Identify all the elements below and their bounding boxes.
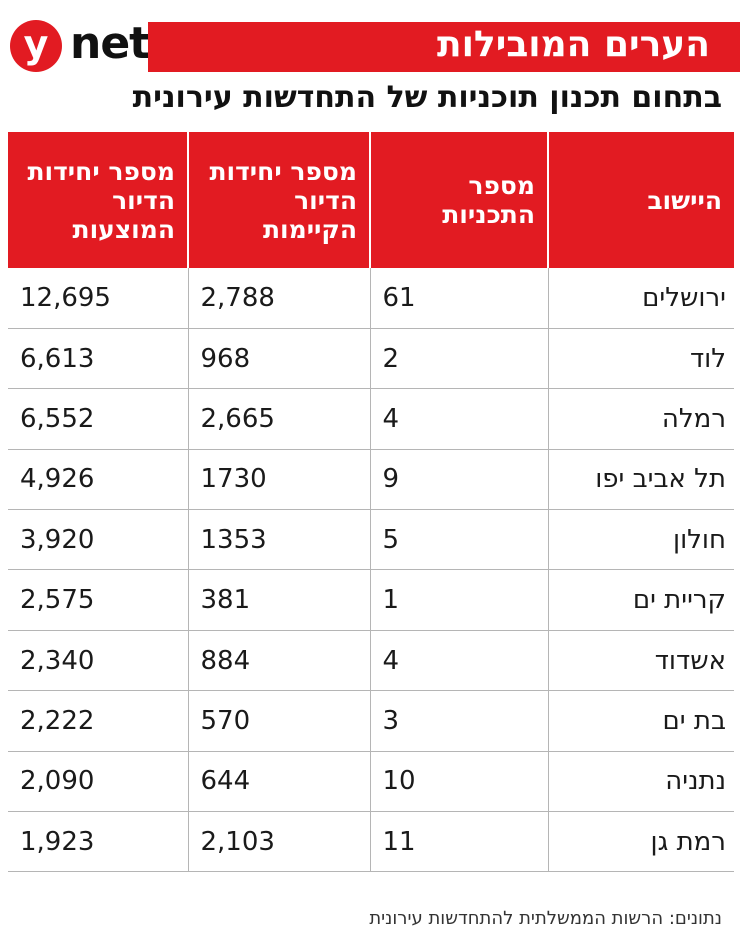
city-cell: ירושלים xyxy=(547,268,734,329)
proposed-units-cell: 2,340 xyxy=(8,630,188,692)
plans-cell: 1 xyxy=(369,569,548,631)
title-band: הערים המובילות xyxy=(148,22,740,72)
proposed-units-cell: 3,920 xyxy=(8,509,188,571)
city-cell: בת ים xyxy=(547,690,734,752)
table-row: ירושלים 61 2,788 12,695 xyxy=(8,268,734,329)
table-row: אשדוד 4 884 2,340 xyxy=(8,630,734,692)
table-body: ירושלים 61 2,788 12,695 לוד 2 968 6,613 רמלה 4 2,6… xyxy=(8,268,734,873)
ynet-logo: y net xyxy=(10,18,150,72)
city-cell: קריית ים xyxy=(547,569,734,631)
existing-units-cell: 1730 xyxy=(187,449,370,511)
proposed-units-cell: 2,575 xyxy=(8,569,188,631)
city-cell: רמלה xyxy=(547,388,734,450)
existing-units-cell: 2,103 xyxy=(187,811,370,873)
plans-cell: 61 xyxy=(369,268,548,329)
proposed-units-cell: 2,222 xyxy=(8,690,188,752)
logo-net-text: net xyxy=(70,18,150,69)
table-row: בת ים 3 570 2,222 xyxy=(8,690,734,752)
page-title: הערים המובילות xyxy=(436,24,710,65)
table-header-row: היישוב מספר התכניות מספר יחידות הדיור הק… xyxy=(8,132,734,268)
existing-units-cell: 2,665 xyxy=(187,388,370,450)
proposed-units-cell: 12,695 xyxy=(8,268,188,329)
plans-cell: 5 xyxy=(369,509,548,571)
plans-cell: 10 xyxy=(369,751,548,813)
city-cell: אשדוד xyxy=(547,630,734,692)
page-subtitle: בתחום תכנון תוכניות של התחדשות עירונית xyxy=(132,80,722,115)
city-cell: רמת גן xyxy=(547,811,734,873)
plans-cell: 9 xyxy=(369,449,548,511)
city-cell: נתניה xyxy=(547,751,734,813)
logo-y-circle: y xyxy=(10,20,62,72)
table-row: רמלה 4 2,665 6,552 xyxy=(8,388,734,450)
city-cell: לוד xyxy=(547,328,734,390)
table-row: נתניה 10 644 2,090 xyxy=(8,751,734,813)
column-header-city: היישוב xyxy=(547,132,734,268)
existing-units-cell: 644 xyxy=(187,751,370,813)
proposed-units-cell: 6,552 xyxy=(8,388,188,450)
proposed-units-cell: 1,923 xyxy=(8,811,188,873)
existing-units-cell: 2,788 xyxy=(187,268,370,329)
existing-units-cell: 570 xyxy=(187,690,370,752)
column-header-existing-units: מספר יחידות הדיור הקיימות xyxy=(187,132,370,268)
column-header-plans: מספר התכניות xyxy=(369,132,548,268)
city-cell: תל אביב יפו xyxy=(547,449,734,511)
plans-cell: 3 xyxy=(369,690,548,752)
plans-cell: 4 xyxy=(369,630,548,692)
existing-units-cell: 884 xyxy=(187,630,370,692)
table-row: קריית ים 1 381 2,575 xyxy=(8,569,734,631)
existing-units-cell: 381 xyxy=(187,569,370,631)
table-row: לוד 2 968 6,613 xyxy=(8,328,734,390)
proposed-units-cell: 2,090 xyxy=(8,751,188,813)
plans-cell: 2 xyxy=(369,328,548,390)
existing-units-cell: 1353 xyxy=(187,509,370,571)
proposed-units-cell: 4,926 xyxy=(8,449,188,511)
plans-cell: 4 xyxy=(369,388,548,450)
source-note: נתונים: הרשות הממשלתית להתחדשות עירונית xyxy=(369,908,722,929)
table-row: רמת גן 11 2,103 1,923 xyxy=(8,811,734,873)
city-cell: חולון xyxy=(547,509,734,571)
proposed-units-cell: 6,613 xyxy=(8,328,188,390)
plans-cell: 11 xyxy=(369,811,548,873)
column-header-proposed-units: מספר יחידות הדיור המוצעות xyxy=(8,132,188,268)
existing-units-cell: 968 xyxy=(187,328,370,390)
data-table: היישוב מספר התכניות מספר יחידות הדיור הק… xyxy=(8,132,734,873)
table-row: תל אביב יפו 9 1730 4,926 xyxy=(8,449,734,511)
table-row: חולון 5 1353 3,920 xyxy=(8,509,734,571)
